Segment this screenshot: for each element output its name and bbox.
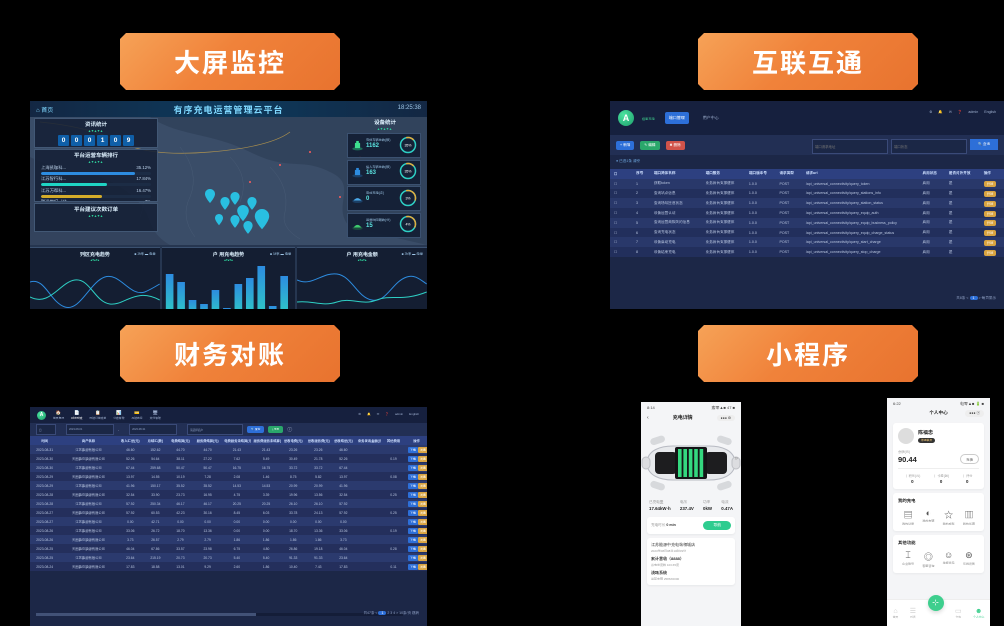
svg-text:4%: 4%: [405, 223, 410, 227]
svg-text:3%: 3%: [405, 196, 410, 200]
svg-text:35%: 35%: [404, 143, 411, 147]
svg-text:35%: 35%: [404, 170, 411, 174]
